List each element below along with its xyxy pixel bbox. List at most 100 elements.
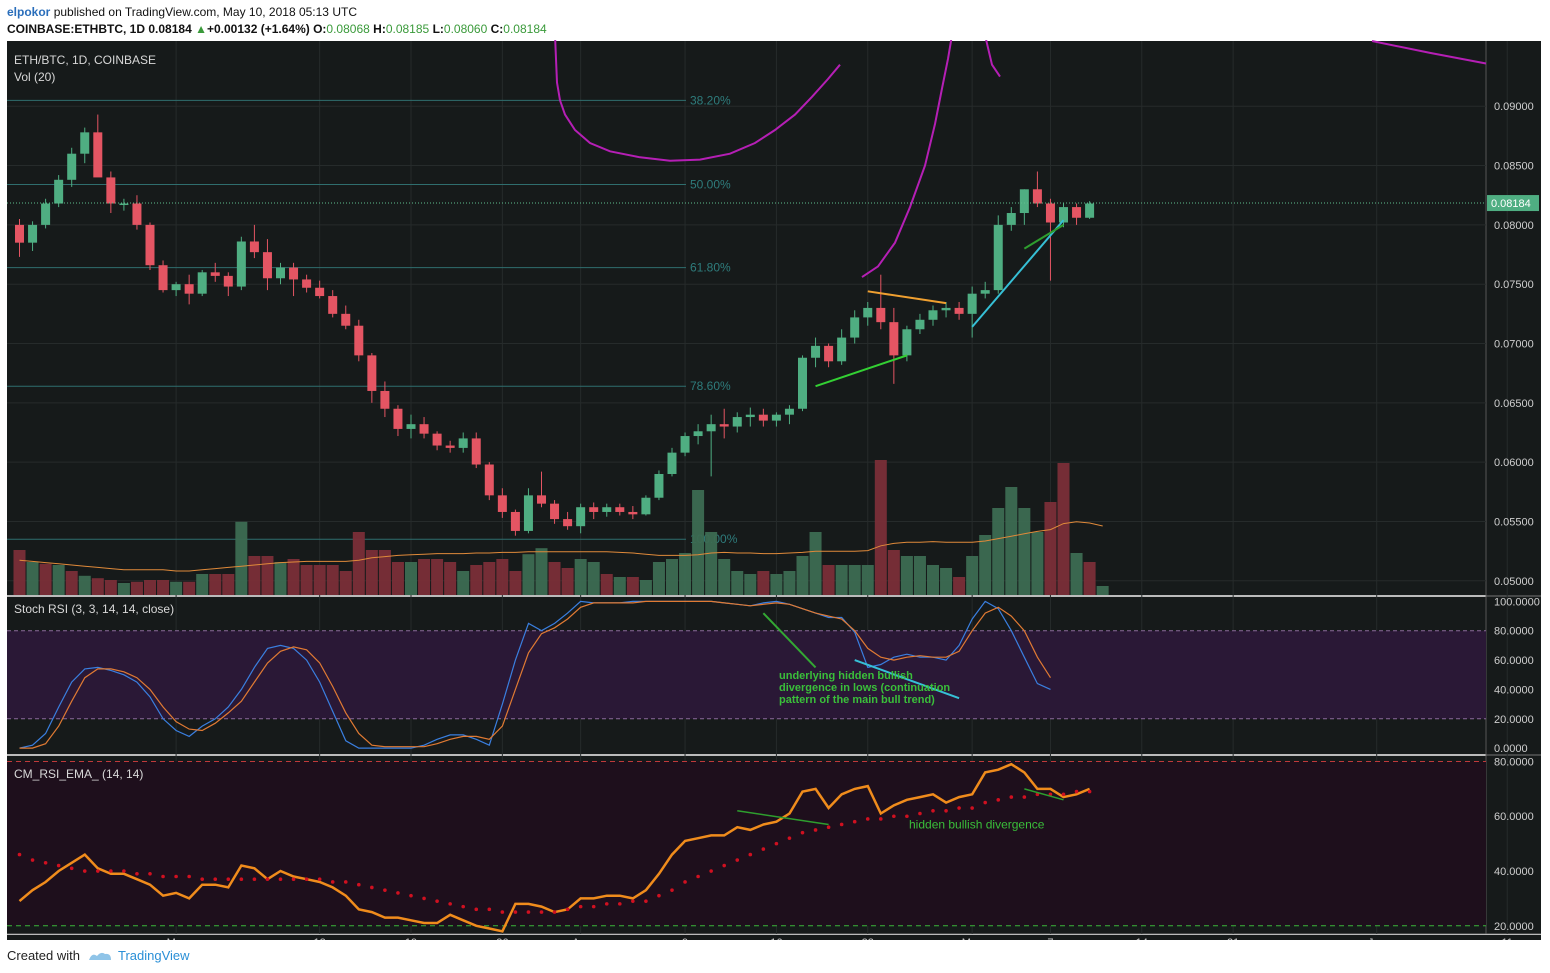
volume-bar [874, 460, 887, 595]
candle-body [302, 279, 312, 288]
change-value: +0.00132 (+1.64%) [206, 22, 310, 36]
candle-body [171, 284, 181, 291]
rsi-pane-title: CM_RSI_EMA_ (14, 14) [14, 767, 143, 781]
fib-level-label: 50.00% [690, 178, 731, 192]
volume-bar [170, 581, 183, 595]
candle-body [276, 267, 285, 279]
low-value: 0.08060 [443, 22, 488, 36]
candle-body [798, 357, 807, 409]
volume-bar [1031, 532, 1044, 595]
stoch-pane-title: Stoch RSI (3, 3, 14, 14, close) [14, 602, 174, 616]
candle-body [236, 241, 246, 287]
tradingview-link[interactable]: TradingView [118, 948, 190, 963]
rsi-ema-dot [852, 819, 857, 824]
rsi-ema-dot [17, 852, 22, 857]
volume-bar [39, 563, 52, 595]
volume-bar [744, 574, 757, 595]
time-axis-tick: 26 [496, 937, 508, 940]
time-axis-tick: Jun [1368, 937, 1386, 940]
rsi-axis-tick: 80.0000 [1494, 756, 1534, 768]
volume-bar [639, 580, 652, 595]
candle-body [1032, 189, 1042, 204]
candle-body [510, 511, 520, 531]
rsi-ema-dot [252, 877, 257, 882]
rsi-ema-dot [983, 800, 987, 805]
rsi-ema-dot [774, 841, 779, 846]
volume-bar [613, 577, 626, 595]
volume-bar [927, 565, 939, 595]
volume-bar [1057, 463, 1070, 595]
volume-bar [300, 565, 313, 595]
volume-bar [470, 565, 483, 595]
volume-bar [235, 521, 248, 595]
stoch-annotation: divergence in lows (continuation [779, 682, 950, 694]
candle-body [889, 322, 899, 356]
candle-body [471, 438, 481, 465]
candle-body [576, 507, 586, 527]
volume-bar [157, 580, 170, 595]
candle-body [1006, 213, 1016, 225]
volume-bar [1070, 553, 1083, 595]
rsi-ema-dot [787, 836, 792, 840]
rsi-axis-tick: 20.0000 [1494, 921, 1534, 933]
volume-bar [483, 562, 496, 595]
volume-bar [1018, 508, 1031, 595]
candle-body [445, 445, 455, 448]
volume-bar [522, 554, 535, 595]
rsi-band [7, 761, 1486, 926]
rsi-trendline [1024, 788, 1064, 801]
volume-bar [705, 532, 718, 595]
chart-area[interactable]: 38.20%50.00%61.80%78.60%100.00%0.081840.… [0, 40, 1550, 940]
candle-body [654, 473, 664, 498]
candle-body [341, 313, 351, 326]
rsi-ema-dot [1074, 789, 1079, 794]
rsi-ema-dot [618, 902, 622, 906]
stoch-trendline [762, 612, 817, 669]
candle-body [484, 464, 494, 496]
rsi-ema-dot [383, 888, 387, 892]
volume-bar [378, 550, 391, 595]
candle-body [706, 424, 716, 432]
candle-body [132, 203, 142, 225]
volume-bar [626, 577, 639, 595]
rsi-ema-dot [461, 904, 466, 909]
time-axis-tick: Apr [572, 937, 589, 940]
rsi-ema-dot [879, 817, 883, 821]
rsi-ema-dot [931, 808, 935, 813]
time-axis-tick: 9 [682, 937, 688, 940]
ma-curve [861, 40, 953, 278]
author-link[interactable]: elpokor [7, 5, 51, 19]
volume-bar [574, 559, 587, 595]
last-price-badge-text: 0.08184 [1491, 198, 1531, 210]
candle-body [980, 290, 990, 294]
volume-bar [809, 532, 822, 595]
candle-body [158, 265, 168, 291]
main-pane-background [7, 41, 1486, 595]
rsi-ema-dot [500, 910, 505, 914]
candle-body [967, 293, 977, 314]
main-pane-title: ETH/BTC, 1D, COINBASE [14, 53, 156, 67]
volume-bar [770, 574, 783, 595]
rsi-ema-dot [800, 830, 805, 835]
rsi-ema-dot [43, 861, 48, 865]
candle-body [15, 224, 24, 243]
rsi-ema-dot [813, 828, 818, 832]
time-axis-tick: 16 [770, 937, 782, 940]
candle-body [824, 345, 834, 362]
volume-bar [848, 565, 861, 595]
trendline [1023, 224, 1065, 250]
volume-bar [979, 535, 992, 595]
volume-bar [261, 556, 274, 595]
volume-bar [652, 562, 665, 595]
candle-body [28, 224, 38, 243]
candle-body [563, 519, 573, 527]
price-axis-tick: 0.06000 [1494, 457, 1534, 469]
stoch-axis-tick: 0.0000 [1494, 743, 1528, 755]
rsi-ema-dot [839, 822, 844, 827]
rsi-ema-dot [122, 869, 126, 873]
stoch-annotation: underlying hidden bullish [779, 670, 913, 682]
volume-bar [391, 562, 404, 595]
volume-bar [287, 559, 300, 595]
candle-body [210, 272, 220, 276]
volume-bar [561, 568, 574, 595]
